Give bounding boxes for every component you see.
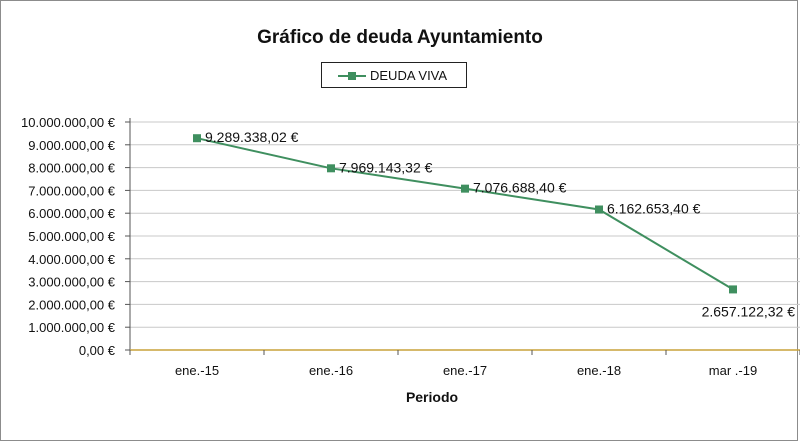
data-label: 7.076.688,40 € [473,180,567,196]
axes: 0,00 € 1.000.000,00 € 2.000.000,00 € 3.000.… [21,115,800,378]
legend-label: DEUDA VIVA [370,68,448,83]
data-point [193,134,201,143]
data-point [729,285,737,294]
data-label: 9.289.338,02 € [205,129,299,145]
y-tick-label: 0,00 € [79,343,116,358]
y-tick-label: 7.000.000,00 € [28,183,116,198]
y-tick-label: 6.000.000,00 € [28,206,116,221]
data-label: 2.657.122,32 € [702,303,796,319]
gridlines [130,121,800,328]
x-tick-label: ene.-15 [175,363,219,378]
y-tick-label: 4.000.000,00 € [28,252,116,267]
chart-title: Gráfico de deuda Ayuntamiento [257,27,543,48]
y-tick-label: 1.000.000,00 € [28,320,116,335]
x-axis-title: Periodo [406,389,458,405]
y-tick-label: 9.000.000,00 € [28,138,116,153]
data-point [595,205,603,214]
data-label: 6.162.653,40 € [607,200,701,216]
y-tick-label: 8.000.000,00 € [28,161,116,176]
x-tick-label: mar .-19 [709,363,757,378]
data-point [327,164,335,173]
data-label: 7.969.143,32 € [339,159,433,175]
data-point [461,184,469,193]
y-tick-label: 10.000.000,00 € [21,115,116,130]
series-deuda-viva [193,134,737,294]
x-tick-label: ene.-18 [577,363,621,378]
y-tick-label: 2.000.000,00 € [28,297,116,312]
x-tick-label: ene.-17 [443,363,487,378]
legend-marker-swatch [348,72,356,80]
data-labels: 9.289.338,02 € 7.969.143,32 € 7.076.688,40… [205,129,795,319]
x-tick-label: ene.-16 [309,363,353,378]
y-tick-label: 5.000.000,00 € [28,229,116,244]
legend: DEUDA VIVA [321,62,467,88]
y-tick-label: 3.000.000,00 € [28,275,116,290]
